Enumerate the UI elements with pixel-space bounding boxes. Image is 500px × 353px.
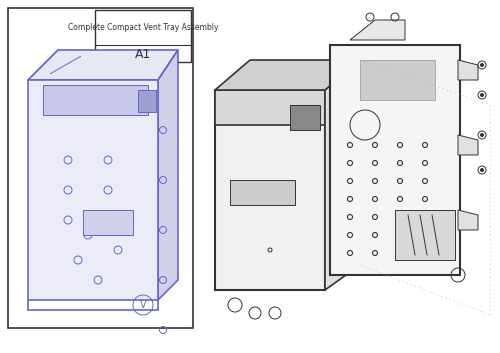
Polygon shape bbox=[330, 45, 460, 275]
Circle shape bbox=[480, 64, 484, 66]
Bar bbox=[138, 90, 156, 112]
Polygon shape bbox=[395, 210, 455, 260]
Polygon shape bbox=[458, 135, 478, 155]
Polygon shape bbox=[215, 60, 360, 90]
Text: Complete Compact Vent Tray Assembly: Complete Compact Vent Tray Assembly bbox=[68, 23, 218, 31]
Polygon shape bbox=[83, 210, 133, 235]
Text: V: V bbox=[140, 300, 146, 310]
Polygon shape bbox=[158, 50, 178, 300]
Bar bbox=[360, 60, 435, 100]
Bar bbox=[8, 8, 193, 328]
Polygon shape bbox=[28, 80, 158, 300]
Polygon shape bbox=[325, 60, 360, 290]
Circle shape bbox=[480, 168, 484, 172]
Bar bbox=[95, 10, 191, 62]
Polygon shape bbox=[230, 180, 295, 205]
Polygon shape bbox=[28, 50, 178, 80]
Text: A1: A1 bbox=[135, 48, 151, 60]
Polygon shape bbox=[290, 105, 320, 130]
Polygon shape bbox=[215, 90, 325, 290]
Polygon shape bbox=[350, 20, 405, 40]
Polygon shape bbox=[458, 210, 478, 230]
Circle shape bbox=[480, 133, 484, 137]
Polygon shape bbox=[458, 60, 478, 80]
Circle shape bbox=[480, 94, 484, 96]
Polygon shape bbox=[43, 85, 148, 115]
Polygon shape bbox=[215, 90, 325, 125]
